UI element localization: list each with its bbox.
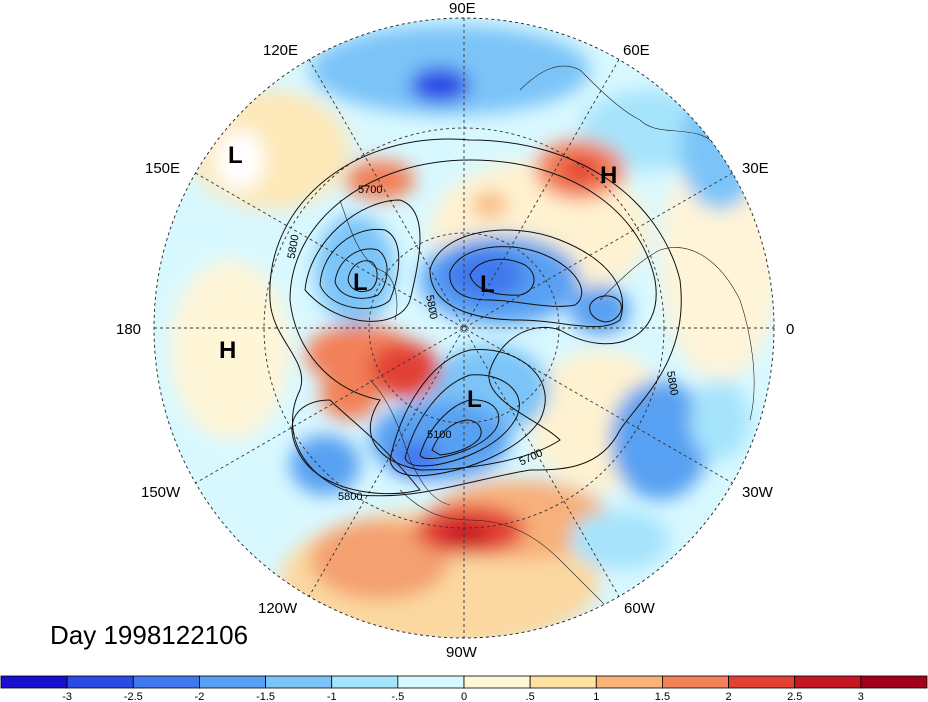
longitude-labels: 90E 60E 30E 0 30W 60W 90W 120W 150W 180 … bbox=[116, 0, 794, 661]
colorbar-swatch bbox=[199, 675, 266, 689]
colorbar-tick-label: 0 bbox=[461, 691, 467, 702]
pressure-center-label: L bbox=[228, 142, 243, 169]
colorbar-tick-label: 1.5 bbox=[655, 691, 670, 702]
colorbar-tick-label: 2.5 bbox=[787, 691, 802, 702]
map-title: Day 1998122106 bbox=[50, 620, 249, 650]
colorbar-swatch bbox=[529, 675, 597, 689]
lon-label-150w: 150W bbox=[141, 484, 181, 501]
map-boundary bbox=[153, 17, 775, 639]
colorbar-swatch bbox=[662, 675, 729, 689]
pressure-center-label: H bbox=[600, 162, 617, 189]
contour-label-5800: 5800 bbox=[423, 294, 439, 320]
contour-label-5800: 5800 bbox=[664, 370, 680, 396]
lon-label-120w: 120W bbox=[258, 600, 298, 617]
colorbar-swatch bbox=[463, 675, 531, 689]
colorbar-tick-label: 3 bbox=[858, 691, 864, 702]
colorbar-swatch bbox=[595, 675, 663, 689]
colorbar-tick-label: -3 bbox=[62, 691, 72, 702]
polar-map: 5700 5800 5800 5800 5800 5100 5700 L H L… bbox=[116, 0, 794, 661]
colorbar-swatch bbox=[331, 675, 399, 689]
colorbar-ticks: -3 -2.5 -2 -1.5 -1 -.5 0 .5 1 1.5 2 2.5 3 bbox=[62, 691, 864, 702]
pressure-center-label: L bbox=[467, 386, 482, 413]
lon-label-0: 0 bbox=[786, 321, 794, 338]
colorbar-swatch bbox=[860, 675, 928, 689]
lon-label-60w: 60W bbox=[624, 600, 656, 617]
contour-label-5800: 5800 bbox=[338, 491, 362, 503]
pressure-center-label: H bbox=[219, 337, 236, 364]
colorbar-swatches bbox=[0, 675, 928, 689]
lon-label-60e: 60E bbox=[623, 42, 650, 59]
colorbar-swatch bbox=[66, 675, 134, 689]
colorbar-swatch bbox=[397, 675, 465, 689]
colorbar-swatch bbox=[265, 675, 333, 689]
colorbar-tick-label: -2 bbox=[195, 691, 205, 702]
colorbar-tick-label: 1 bbox=[593, 691, 599, 702]
contour-label-5700: 5700 bbox=[358, 184, 382, 196]
lon-label-90w: 90W bbox=[446, 644, 478, 661]
colorbar-swatch bbox=[728, 675, 796, 689]
graticule bbox=[154, 18, 774, 638]
colorbar-tick-label: -2.5 bbox=[124, 691, 143, 702]
lon-label-90e: 90E bbox=[449, 0, 476, 17]
colorbar-tick-label: .5 bbox=[526, 691, 535, 702]
pressure-center-label: L bbox=[480, 271, 495, 298]
height-contours bbox=[269, 138, 682, 497]
lon-label-30e: 30E bbox=[742, 160, 769, 177]
lon-label-180: 180 bbox=[116, 321, 141, 338]
pressure-centers: L H L L H L bbox=[219, 142, 617, 413]
anomaly-field bbox=[154, 18, 774, 638]
colorbar-tick-label: 2 bbox=[726, 691, 732, 702]
colorbar-tick-label: -1.5 bbox=[256, 691, 275, 702]
colorbar-swatch bbox=[794, 675, 862, 689]
lon-label-30w: 30W bbox=[742, 484, 774, 501]
pressure-center-label: L bbox=[353, 269, 368, 296]
contour-label-5100: 5100 bbox=[427, 429, 451, 441]
lon-label-150e: 150E bbox=[145, 160, 180, 177]
colorbar-tick-label: -.5 bbox=[391, 691, 404, 702]
colorbar-swatch bbox=[132, 675, 200, 689]
colorbar-swatch bbox=[0, 675, 68, 689]
lon-label-120e: 120E bbox=[263, 42, 298, 59]
colorbar-tick-label: -1 bbox=[327, 691, 337, 702]
contour-label-5800: 5800 bbox=[286, 234, 302, 260]
colorbar: -3 -2.5 -2 -1.5 -1 -.5 0 .5 1 1.5 2 2.5 3 bbox=[0, 675, 928, 702]
